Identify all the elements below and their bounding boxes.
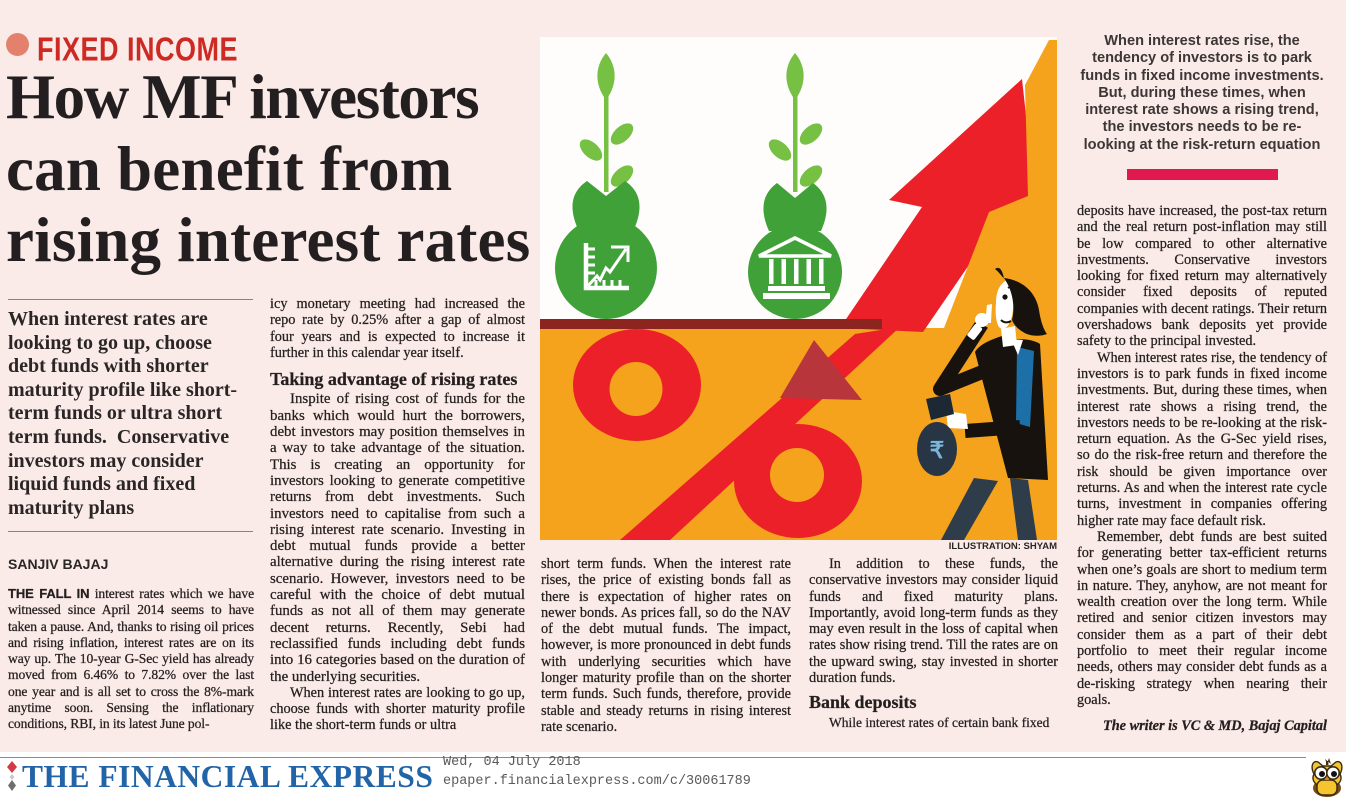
svg-text:₹: ₹ [930, 437, 945, 463]
